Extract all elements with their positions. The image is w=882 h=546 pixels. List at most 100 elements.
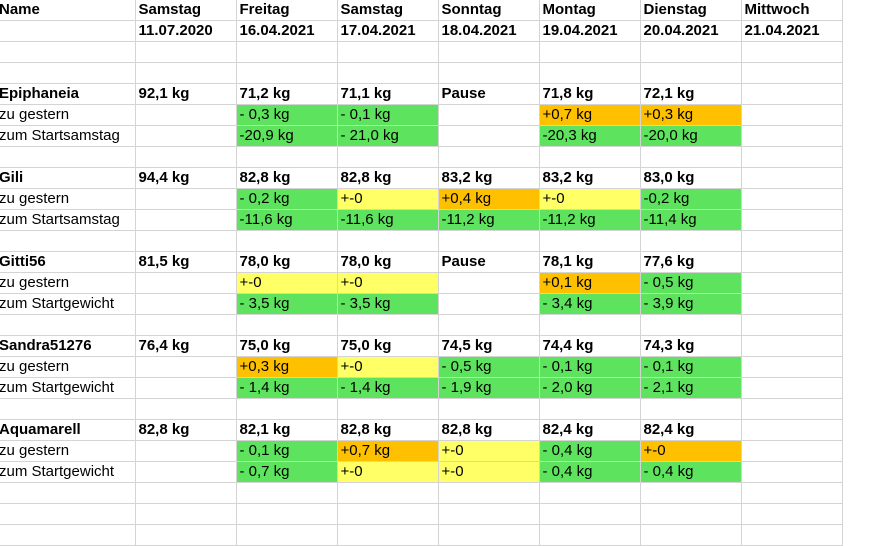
empty-cell[interactable]: [337, 146, 439, 168]
weight-cell[interactable]: 83,2 kg: [438, 167, 540, 189]
delta-cell[interactable]: - 0,3 kg: [236, 104, 338, 126]
empty-cell[interactable]: [438, 62, 540, 84]
empty-cell[interactable]: [539, 62, 641, 84]
header-date[interactable]: 11.07.2020: [135, 20, 237, 42]
row-label[interactable]: zu gestern: [0, 188, 136, 210]
row-label[interactable]: zum Startsamstag: [0, 125, 136, 147]
weight-cell[interactable]: 81,5 kg: [135, 251, 237, 273]
row-label[interactable]: zu gestern: [0, 440, 136, 462]
delta-cell[interactable]: - 0,7 kg: [236, 461, 338, 483]
weight-cell[interactable]: 82,8 kg: [236, 167, 338, 189]
empty-cell[interactable]: [640, 230, 742, 252]
empty-cell[interactable]: [0, 41, 136, 63]
empty-cell[interactable]: [236, 146, 338, 168]
weight-cell[interactable]: 78,0 kg: [337, 251, 439, 273]
delta-cell[interactable]: [135, 125, 237, 147]
weight-cell[interactable]: 82,8 kg: [438, 419, 540, 441]
header-date[interactable]: 17.04.2021: [337, 20, 439, 42]
delta-cell[interactable]: [438, 104, 540, 126]
row-label[interactable]: zu gestern: [0, 356, 136, 378]
delta-cell[interactable]: - 2,1 kg: [640, 377, 742, 399]
empty-cell[interactable]: [640, 62, 742, 84]
empty-cell[interactable]: [236, 482, 338, 504]
header-date[interactable]: 16.04.2021: [236, 20, 338, 42]
header-day[interactable]: Montag: [539, 0, 641, 21]
header-date[interactable]: 21.04.2021: [741, 20, 843, 42]
weight-cell[interactable]: [741, 419, 843, 441]
empty-cell[interactable]: [0, 146, 136, 168]
delta-cell[interactable]: [135, 104, 237, 126]
row-label[interactable]: zu gestern: [0, 272, 136, 294]
delta-cell[interactable]: - 0,1 kg: [640, 356, 742, 378]
weight-cell[interactable]: Pause: [438, 251, 540, 273]
delta-cell[interactable]: - 0,1 kg: [337, 104, 439, 126]
delta-cell[interactable]: -20,0 kg: [640, 125, 742, 147]
delta-cell[interactable]: - 0,2 kg: [236, 188, 338, 210]
empty-cell[interactable]: [0, 524, 136, 546]
empty-cell[interactable]: [741, 503, 843, 525]
delta-cell[interactable]: [741, 440, 843, 462]
delta-cell[interactable]: -11,2 kg: [539, 209, 641, 231]
empty-cell[interactable]: [741, 146, 843, 168]
empty-cell[interactable]: [640, 503, 742, 525]
weight-cell[interactable]: 71,8 kg: [539, 83, 641, 105]
empty-cell[interactable]: [640, 398, 742, 420]
delta-cell[interactable]: - 3,9 kg: [640, 293, 742, 315]
delta-cell[interactable]: +-0: [337, 356, 439, 378]
empty-cell[interactable]: [539, 398, 641, 420]
delta-cell[interactable]: -11,2 kg: [438, 209, 540, 231]
header-day[interactable]: Sonntag: [438, 0, 540, 21]
row-label[interactable]: zum Startgewicht: [0, 293, 136, 315]
delta-cell[interactable]: [741, 125, 843, 147]
weight-cell[interactable]: 92,1 kg: [135, 83, 237, 105]
empty-cell[interactable]: [236, 524, 338, 546]
empty-cell[interactable]: [640, 482, 742, 504]
delta-cell[interactable]: [741, 104, 843, 126]
empty-cell[interactable]: [0, 230, 136, 252]
empty-cell[interactable]: [135, 230, 237, 252]
empty-cell[interactable]: [0, 398, 136, 420]
empty-cell[interactable]: [236, 503, 338, 525]
delta-cell[interactable]: - 0,4 kg: [640, 461, 742, 483]
delta-cell[interactable]: -11,6 kg: [337, 209, 439, 231]
delta-cell[interactable]: - 3,4 kg: [539, 293, 641, 315]
weight-cell[interactable]: [741, 83, 843, 105]
empty-cell[interactable]: [0, 20, 136, 42]
person-name[interactable]: Aquamarell: [0, 419, 136, 441]
delta-cell[interactable]: - 0,4 kg: [539, 461, 641, 483]
person-name[interactable]: Sandra51276: [0, 335, 136, 357]
empty-cell[interactable]: [741, 524, 843, 546]
empty-cell[interactable]: [539, 503, 641, 525]
empty-cell[interactable]: [135, 482, 237, 504]
header-day[interactable]: Mittwoch: [741, 0, 843, 21]
weight-cell[interactable]: 94,4 kg: [135, 167, 237, 189]
delta-cell[interactable]: [135, 461, 237, 483]
empty-cell[interactable]: [438, 398, 540, 420]
delta-cell[interactable]: - 3,5 kg: [236, 293, 338, 315]
empty-cell[interactable]: [135, 524, 237, 546]
weight-cell[interactable]: 76,4 kg: [135, 335, 237, 357]
delta-cell[interactable]: [135, 209, 237, 231]
header-day[interactable]: Freitag: [236, 0, 338, 21]
weight-cell[interactable]: 83,2 kg: [539, 167, 641, 189]
empty-cell[interactable]: [539, 524, 641, 546]
empty-cell[interactable]: [337, 524, 439, 546]
empty-cell[interactable]: [741, 62, 843, 84]
person-name[interactable]: Epiphaneia: [0, 83, 136, 105]
weight-cell[interactable]: [741, 335, 843, 357]
delta-cell[interactable]: +-0: [539, 188, 641, 210]
delta-cell[interactable]: [135, 377, 237, 399]
weight-cell[interactable]: 82,4 kg: [539, 419, 641, 441]
empty-cell[interactable]: [0, 62, 136, 84]
delta-cell[interactable]: [741, 209, 843, 231]
delta-cell[interactable]: [741, 293, 843, 315]
weight-cell[interactable]: 78,1 kg: [539, 251, 641, 273]
delta-cell[interactable]: [135, 293, 237, 315]
delta-cell[interactable]: +-0: [438, 461, 540, 483]
delta-cell[interactable]: -11,6 kg: [236, 209, 338, 231]
delta-cell[interactable]: - 0,1 kg: [539, 356, 641, 378]
delta-cell[interactable]: +0,3 kg: [640, 104, 742, 126]
weight-cell[interactable]: [741, 251, 843, 273]
delta-cell[interactable]: +-0: [236, 272, 338, 294]
delta-cell[interactable]: -0,2 kg: [640, 188, 742, 210]
